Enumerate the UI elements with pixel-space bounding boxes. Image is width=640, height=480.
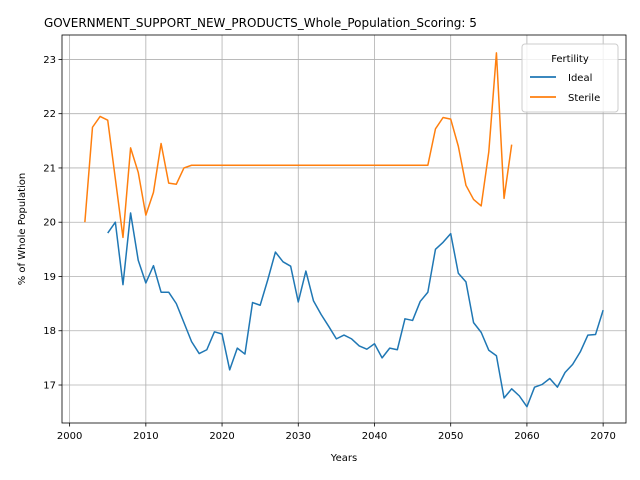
legend: Fertility Ideal Sterile [521, 43, 619, 113]
y-tick-label: 17 [43, 381, 56, 392]
legend-box [521, 43, 619, 113]
chart-title: GOVERNMENT_SUPPORT_NEW_PRODUCTS_Whole_Po… [44, 16, 477, 30]
x-tick-label: 2020 [209, 431, 234, 442]
x-tick-label: 2010 [133, 431, 158, 442]
series-lines [84, 52, 604, 408]
y-tick-label: 21 [43, 163, 56, 174]
x-axis: 2000 2010 2020 2030 2040 2050 2060 2070 [57, 423, 616, 442]
x-axis-label: Years [330, 453, 357, 464]
y-axis: 17 18 19 20 21 22 23 [43, 55, 62, 392]
series-line-sterile [84, 52, 513, 239]
plot-frame [61, 34, 627, 424]
y-axis-label: % of Whole Population [17, 173, 28, 286]
legend-title: Fertility [551, 54, 589, 65]
legend-label-sterile: Sterile [568, 93, 600, 104]
x-tick-label: 2070 [590, 431, 615, 442]
x-tick-label: 2000 [57, 431, 82, 442]
legend-label-ideal: Ideal [568, 73, 592, 84]
x-tick-label: 2060 [514, 431, 539, 442]
x-tick-label: 2030 [286, 431, 311, 442]
x-tick-label: 2040 [362, 431, 387, 442]
y-tick-label: 23 [43, 55, 56, 66]
y-tick-label: 18 [43, 326, 56, 337]
grid [62, 35, 626, 423]
series-line-ideal [107, 212, 604, 408]
y-tick-label: 22 [43, 109, 56, 120]
y-tick-label: 19 [43, 272, 56, 283]
y-tick-label: 20 [43, 218, 56, 229]
x-tick-label: 2050 [438, 431, 463, 442]
